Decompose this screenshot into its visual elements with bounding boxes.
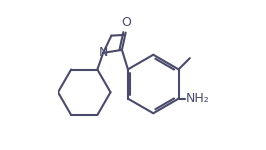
Text: N: N [98,46,108,59]
Text: O: O [122,16,131,29]
Text: NH₂: NH₂ [185,92,209,105]
